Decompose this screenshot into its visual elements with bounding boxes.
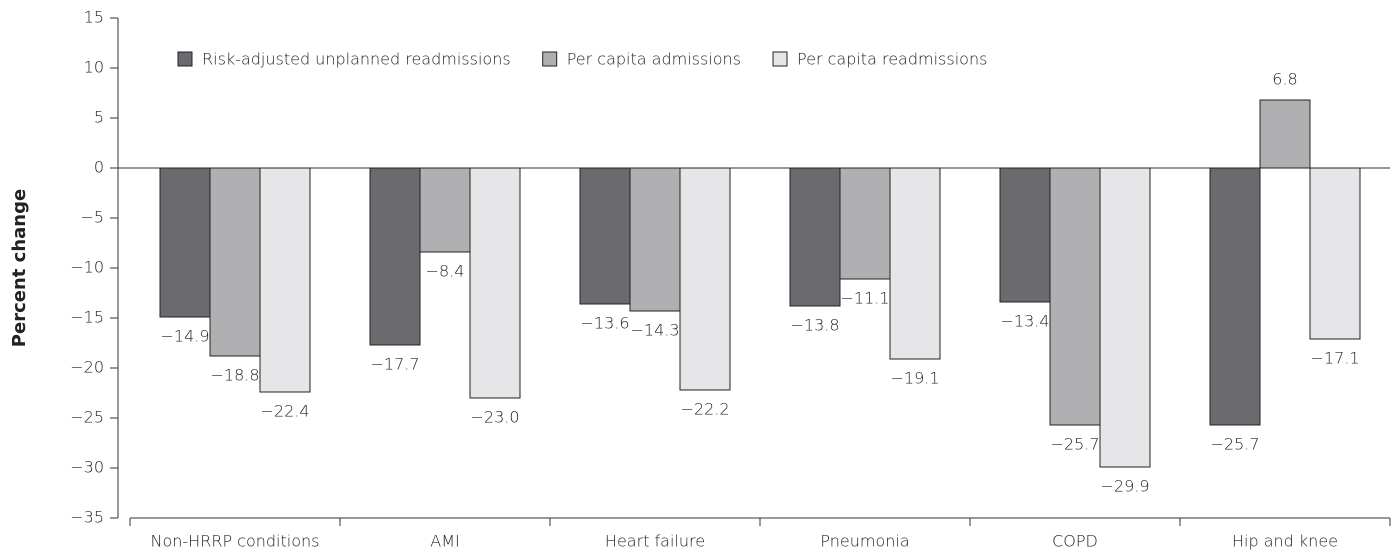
value-label: −11.1 bbox=[840, 289, 889, 308]
bar bbox=[789, 167, 841, 307]
bar bbox=[1209, 167, 1261, 426]
value-label: −17.1 bbox=[1310, 349, 1359, 368]
bar bbox=[419, 167, 471, 253]
value-label: −18.8 bbox=[210, 366, 259, 385]
bar bbox=[1099, 167, 1151, 468]
y-tick-label: −25 bbox=[70, 408, 104, 427]
bar bbox=[889, 167, 941, 360]
bar bbox=[209, 167, 261, 357]
value-label: −22.4 bbox=[260, 402, 309, 421]
value-label: −14.3 bbox=[630, 321, 679, 340]
y-tick-label: 15 bbox=[84, 8, 104, 27]
y-tick-label: 5 bbox=[94, 108, 104, 127]
x-tick-label: COPD bbox=[1052, 532, 1098, 551]
value-label: −25.7 bbox=[1210, 435, 1259, 454]
y-tick-label: −5 bbox=[80, 208, 104, 227]
legend-label: Per capita readmissions bbox=[797, 50, 987, 69]
value-label: −25.7 bbox=[1050, 435, 1099, 454]
bar bbox=[839, 167, 891, 280]
y-tick-label: −15 bbox=[70, 308, 104, 327]
bar bbox=[629, 167, 681, 312]
value-label: −13.4 bbox=[1000, 312, 1049, 331]
y-tick-label: −20 bbox=[70, 358, 104, 377]
value-label: −13.6 bbox=[580, 314, 629, 333]
bar bbox=[999, 167, 1051, 303]
x-tick-label: Heart failure bbox=[605, 532, 705, 551]
legend-swatch bbox=[177, 51, 193, 67]
y-tick-label: −30 bbox=[70, 458, 104, 477]
bar bbox=[469, 167, 521, 399]
value-label: −8.4 bbox=[426, 262, 465, 281]
bar bbox=[369, 167, 421, 346]
legend-swatch bbox=[772, 51, 788, 67]
bar bbox=[679, 167, 731, 391]
bar bbox=[159, 167, 211, 318]
y-tick-label: 0 bbox=[94, 158, 104, 177]
bar bbox=[1309, 167, 1361, 340]
value-label: −22.2 bbox=[680, 400, 729, 419]
x-tick-label: Pneumonia bbox=[820, 532, 909, 551]
value-label: −23.0 bbox=[470, 408, 519, 427]
value-label: −13.8 bbox=[790, 316, 839, 335]
y-axis-label: Percent change bbox=[9, 189, 30, 347]
value-label: −19.1 bbox=[890, 369, 939, 388]
x-tick-label: Non-HRRP conditions bbox=[151, 532, 320, 551]
y-tick-label: −35 bbox=[70, 508, 104, 527]
legend-label: Per capita admissions bbox=[567, 50, 741, 69]
bar bbox=[579, 167, 631, 305]
value-label: 6.8 bbox=[1272, 70, 1297, 89]
x-tick-label: Hip and knee bbox=[1232, 532, 1338, 551]
legend-label: Risk-adjusted unplanned readmissions bbox=[202, 50, 511, 69]
bar bbox=[1259, 99, 1311, 169]
y-tick-label: −10 bbox=[70, 258, 104, 277]
y-tick-label: 10 bbox=[84, 58, 104, 77]
bar bbox=[1049, 167, 1101, 426]
value-label: −17.7 bbox=[370, 355, 419, 374]
legend-swatch bbox=[542, 51, 558, 67]
value-label: −29.9 bbox=[1100, 477, 1149, 496]
bar bbox=[259, 167, 311, 393]
x-tick-label: AMI bbox=[430, 532, 459, 551]
value-label: −14.9 bbox=[160, 327, 209, 346]
